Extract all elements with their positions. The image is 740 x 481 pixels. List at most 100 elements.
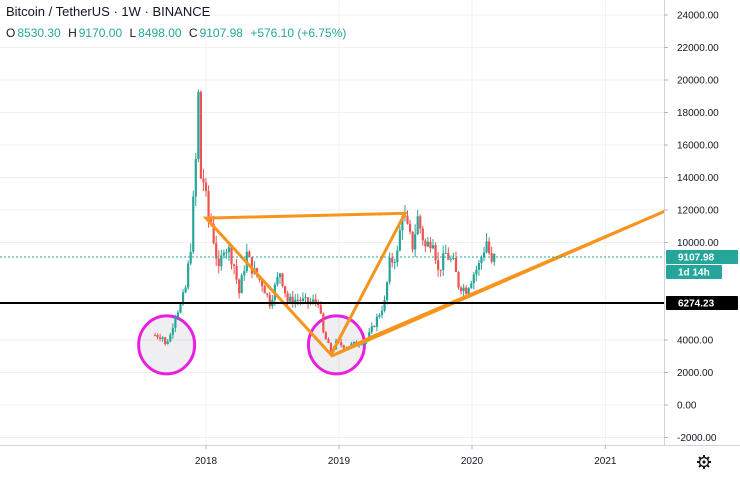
- candle-body: [406, 215, 409, 224]
- candle: [232, 263, 236, 275]
- price-tick-label: 14000.00: [677, 173, 719, 184]
- interval-label[interactable]: 1W: [121, 4, 141, 19]
- price-axis[interactable]: 24000.00 22000.00 20000.00 18000.00 16000.00…: [664, 0, 740, 445]
- candle-body: [217, 258, 220, 267]
- candle-body: [416, 216, 419, 235]
- candle-body: [296, 299, 299, 301]
- candle-body: [248, 251, 251, 257]
- candle: [192, 190, 195, 254]
- candle-body: [319, 305, 322, 314]
- candle: [375, 313, 378, 332]
- candle: [263, 284, 266, 294]
- title-separator: ·: [144, 4, 149, 19]
- candle-body: [161, 337, 164, 339]
- candle-body: [227, 247, 231, 253]
- candle-body: [396, 250, 399, 263]
- candle-body: [181, 292, 185, 305]
- triangle-drawing: [202, 211, 408, 358]
- candle: [294, 294, 297, 308]
- candle-body: [398, 230, 401, 251]
- time-axis[interactable]: 2018 2019 2020 2021: [0, 445, 740, 481]
- candle-body: [490, 253, 493, 262]
- time-tick-label: 2019: [328, 456, 351, 467]
- candle-body: [156, 335, 159, 338]
- candle: [153, 332, 157, 337]
- candle-body: [426, 241, 430, 247]
- candle: [490, 246, 493, 264]
- candle-body: [442, 253, 445, 270]
- candle-body: [192, 196, 195, 252]
- title-separator: ·: [113, 4, 118, 19]
- candle-body: [220, 255, 223, 267]
- candle-body: [401, 216, 404, 231]
- candle-body: [299, 299, 302, 301]
- candle-body: [304, 297, 307, 299]
- highlight-ellipse: [137, 314, 197, 376]
- candle: [475, 265, 478, 282]
- candle-body: [378, 315, 381, 317]
- price-tick-label: -2000.00: [677, 433, 717, 444]
- candle-body: [477, 263, 481, 270]
- candle: [215, 235, 218, 267]
- candle-body: [194, 158, 197, 197]
- candle-body: [388, 257, 391, 283]
- price-tick-label: 10000.00: [677, 238, 719, 249]
- candle: [156, 333, 159, 340]
- trendlines-layer[interactable]: [202, 207, 672, 358]
- candle: [340, 338, 343, 348]
- candle: [235, 258, 238, 284]
- candle: [278, 272, 282, 284]
- candle-body: [434, 245, 437, 261]
- candle: [166, 338, 169, 345]
- gear-icon[interactable]: [697, 455, 711, 469]
- candle-body: [370, 326, 373, 333]
- candle-body: [439, 269, 442, 271]
- candle-body: [459, 287, 463, 292]
- candle-body: [431, 245, 435, 249]
- candle-body: [166, 341, 169, 345]
- candle: [406, 210, 409, 225]
- candle: [171, 323, 174, 339]
- candle: [243, 265, 246, 281]
- candle-body: [261, 279, 264, 287]
- exchange-name: BINANCE: [152, 4, 211, 19]
- time-axis-background: [0, 445, 740, 481]
- candle-body: [197, 92, 200, 159]
- candle: [398, 226, 401, 252]
- countdown-badge-bg: [666, 264, 722, 279]
- candle-body: [153, 335, 157, 337]
- ohlc-legend: O 8530.30 H 9170.00 L 8498.00 C 9107.98 +576…: [6, 26, 350, 40]
- candle-body: [314, 299, 317, 302]
- candle: [419, 214, 422, 234]
- candle: [439, 269, 442, 277]
- candle: [299, 296, 302, 306]
- countdown-value: 1d 14h: [678, 267, 710, 278]
- candle: [240, 273, 243, 294]
- price-tick-label: 16000.00: [677, 141, 719, 152]
- time-tick-label: 2018: [195, 456, 218, 467]
- candle-body: [243, 271, 246, 276]
- candle-body: [342, 345, 345, 348]
- candle: [457, 271, 460, 290]
- candle: [174, 314, 177, 333]
- candle-body: [189, 251, 192, 264]
- candle-body: [329, 342, 333, 352]
- candle-body: [393, 262, 396, 264]
- candle: [408, 220, 412, 235]
- symbol-name[interactable]: Bitcoin / TetherUS: [6, 4, 110, 19]
- candle: [248, 250, 251, 258]
- candle-body: [215, 243, 218, 259]
- candle-body: [283, 286, 287, 294]
- candle: [411, 231, 414, 253]
- candle-body: [467, 288, 470, 294]
- candle: [452, 252, 455, 260]
- candle: [421, 225, 424, 246]
- candle-body: [301, 298, 305, 301]
- candle: [442, 245, 445, 277]
- candle-body: [493, 253, 496, 262]
- candle-body: [454, 257, 458, 273]
- price-tick-label: 12000.00: [677, 206, 719, 217]
- candle-body: [210, 218, 213, 224]
- candle: [238, 278, 241, 299]
